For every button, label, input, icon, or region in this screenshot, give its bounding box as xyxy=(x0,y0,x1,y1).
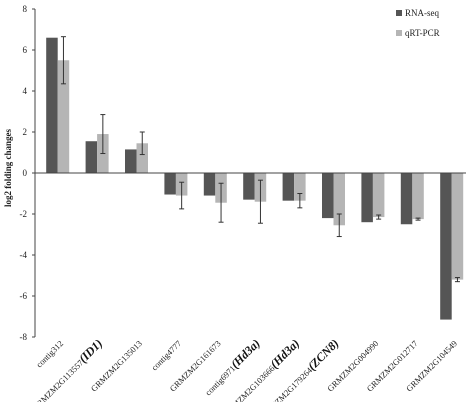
bar-qrt-pcr xyxy=(372,173,385,218)
error-bars xyxy=(60,36,460,283)
y-axis-label: log2 folding changes xyxy=(3,128,13,207)
y-tick-label: -2 xyxy=(20,209,28,219)
bar-rna-seq xyxy=(361,173,373,223)
x-tick-labels: contig312GRMZM2G113557(ID1)GRMZM2G135013… xyxy=(30,336,459,402)
category-id: contig6971 xyxy=(203,363,237,397)
bar-rna-seq xyxy=(164,173,176,195)
bar-qrt-pcr xyxy=(333,173,345,226)
legend: RNA-seq qRT-PCR xyxy=(396,8,440,38)
bar-rna-seq xyxy=(203,173,216,196)
legend-label: qRT-PCR xyxy=(405,28,440,38)
bar-qrt-pcr xyxy=(57,60,70,173)
gene-name: (ZCN8) xyxy=(305,336,342,373)
y-tick-label: -8 xyxy=(20,332,28,342)
bar-rna-seq xyxy=(243,173,255,200)
bar-qrt-pcr xyxy=(136,143,148,173)
legend-swatch xyxy=(396,10,402,16)
category-id: contig312 xyxy=(34,338,65,369)
gene-name: (Hd3a) xyxy=(267,336,302,371)
category-id: contig4777 xyxy=(149,338,183,372)
bar-qrt-pcr xyxy=(412,173,424,220)
bar-rna-seq xyxy=(46,37,58,174)
bar-rna-seq xyxy=(440,173,452,320)
y-tick-label: 4 xyxy=(23,86,28,96)
y-axis: 8 6 4 2 0 -2 -4 -6 -8 xyxy=(20,4,36,342)
legend-label: RNA-seq xyxy=(405,8,439,18)
x-tick-label: contig4777 xyxy=(149,338,183,372)
x-tick-label: contig312 xyxy=(34,338,65,369)
bar-rna-seq xyxy=(400,173,413,225)
legend-swatch xyxy=(396,30,402,36)
y-tick-label: -4 xyxy=(20,250,28,260)
bar-qrt-pcr xyxy=(294,173,306,201)
y-tick-label: 8 xyxy=(23,4,28,14)
gene-name: (ID1) xyxy=(76,336,105,365)
y-tick-label: -6 xyxy=(20,291,28,301)
y-tick-label: 0 xyxy=(23,168,28,178)
bars xyxy=(35,37,466,320)
bar-rna-seq xyxy=(125,149,137,173)
gene-name: (Hd3a) xyxy=(228,336,263,371)
y-tick-label: 2 xyxy=(23,127,28,137)
bar-qrt-pcr xyxy=(451,173,464,280)
bar-rna-seq xyxy=(282,173,295,201)
bar-rna-seq xyxy=(322,173,334,219)
y-tick-label: 6 xyxy=(23,45,28,55)
bar-rna-seq xyxy=(85,141,98,173)
